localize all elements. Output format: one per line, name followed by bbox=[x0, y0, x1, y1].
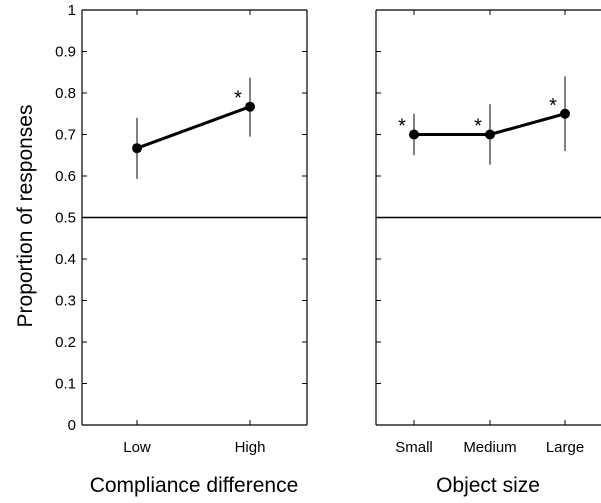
y-tick-label: 0 bbox=[68, 417, 76, 434]
data-point bbox=[560, 108, 570, 119]
data-point bbox=[485, 129, 495, 140]
significance-marker: * bbox=[474, 116, 482, 138]
y-tick-label: 0.8 bbox=[55, 85, 76, 102]
panel-object-size: Small Medium Large Object size * * * bbox=[375, 9, 601, 497]
x-axis-label: Compliance difference bbox=[90, 474, 299, 497]
data-point bbox=[132, 143, 142, 154]
series-line bbox=[136, 105, 251, 150]
x-tick-label: Small bbox=[395, 439, 433, 456]
x-tick-label: High bbox=[235, 439, 266, 456]
y-tick-label: 0.5 bbox=[55, 210, 76, 227]
y-tick-label: 1 bbox=[68, 2, 76, 19]
data-point bbox=[245, 101, 255, 112]
significance-marker: * bbox=[549, 95, 557, 117]
y-tick-label: 0.2 bbox=[55, 334, 76, 351]
x-tick-label: Large bbox=[546, 439, 584, 456]
x-tick-label: Medium bbox=[463, 439, 516, 456]
y-tick-label: 0.7 bbox=[55, 127, 76, 144]
significance-marker: * bbox=[398, 116, 406, 138]
x-axis-label: Object size bbox=[436, 474, 540, 497]
significance-marker: * bbox=[234, 88, 242, 110]
y-tick-label: 0.4 bbox=[55, 251, 76, 268]
x-tick-label: Low bbox=[123, 439, 151, 456]
data-point bbox=[409, 129, 419, 140]
y-tick-label: 0.1 bbox=[55, 376, 76, 393]
panel-compliance-difference: 0 0.1 0.2 0.3 0.4 0.5 0.6 0.7 0.8 0.9 1 Low High Comp… bbox=[55, 2, 308, 497]
y-axis-label: Proportion of responses bbox=[14, 105, 37, 328]
y-tick-label: 0.9 bbox=[55, 44, 76, 61]
y-tick-label: 0.6 bbox=[55, 168, 76, 185]
y-tick-label: 0.3 bbox=[55, 293, 76, 310]
